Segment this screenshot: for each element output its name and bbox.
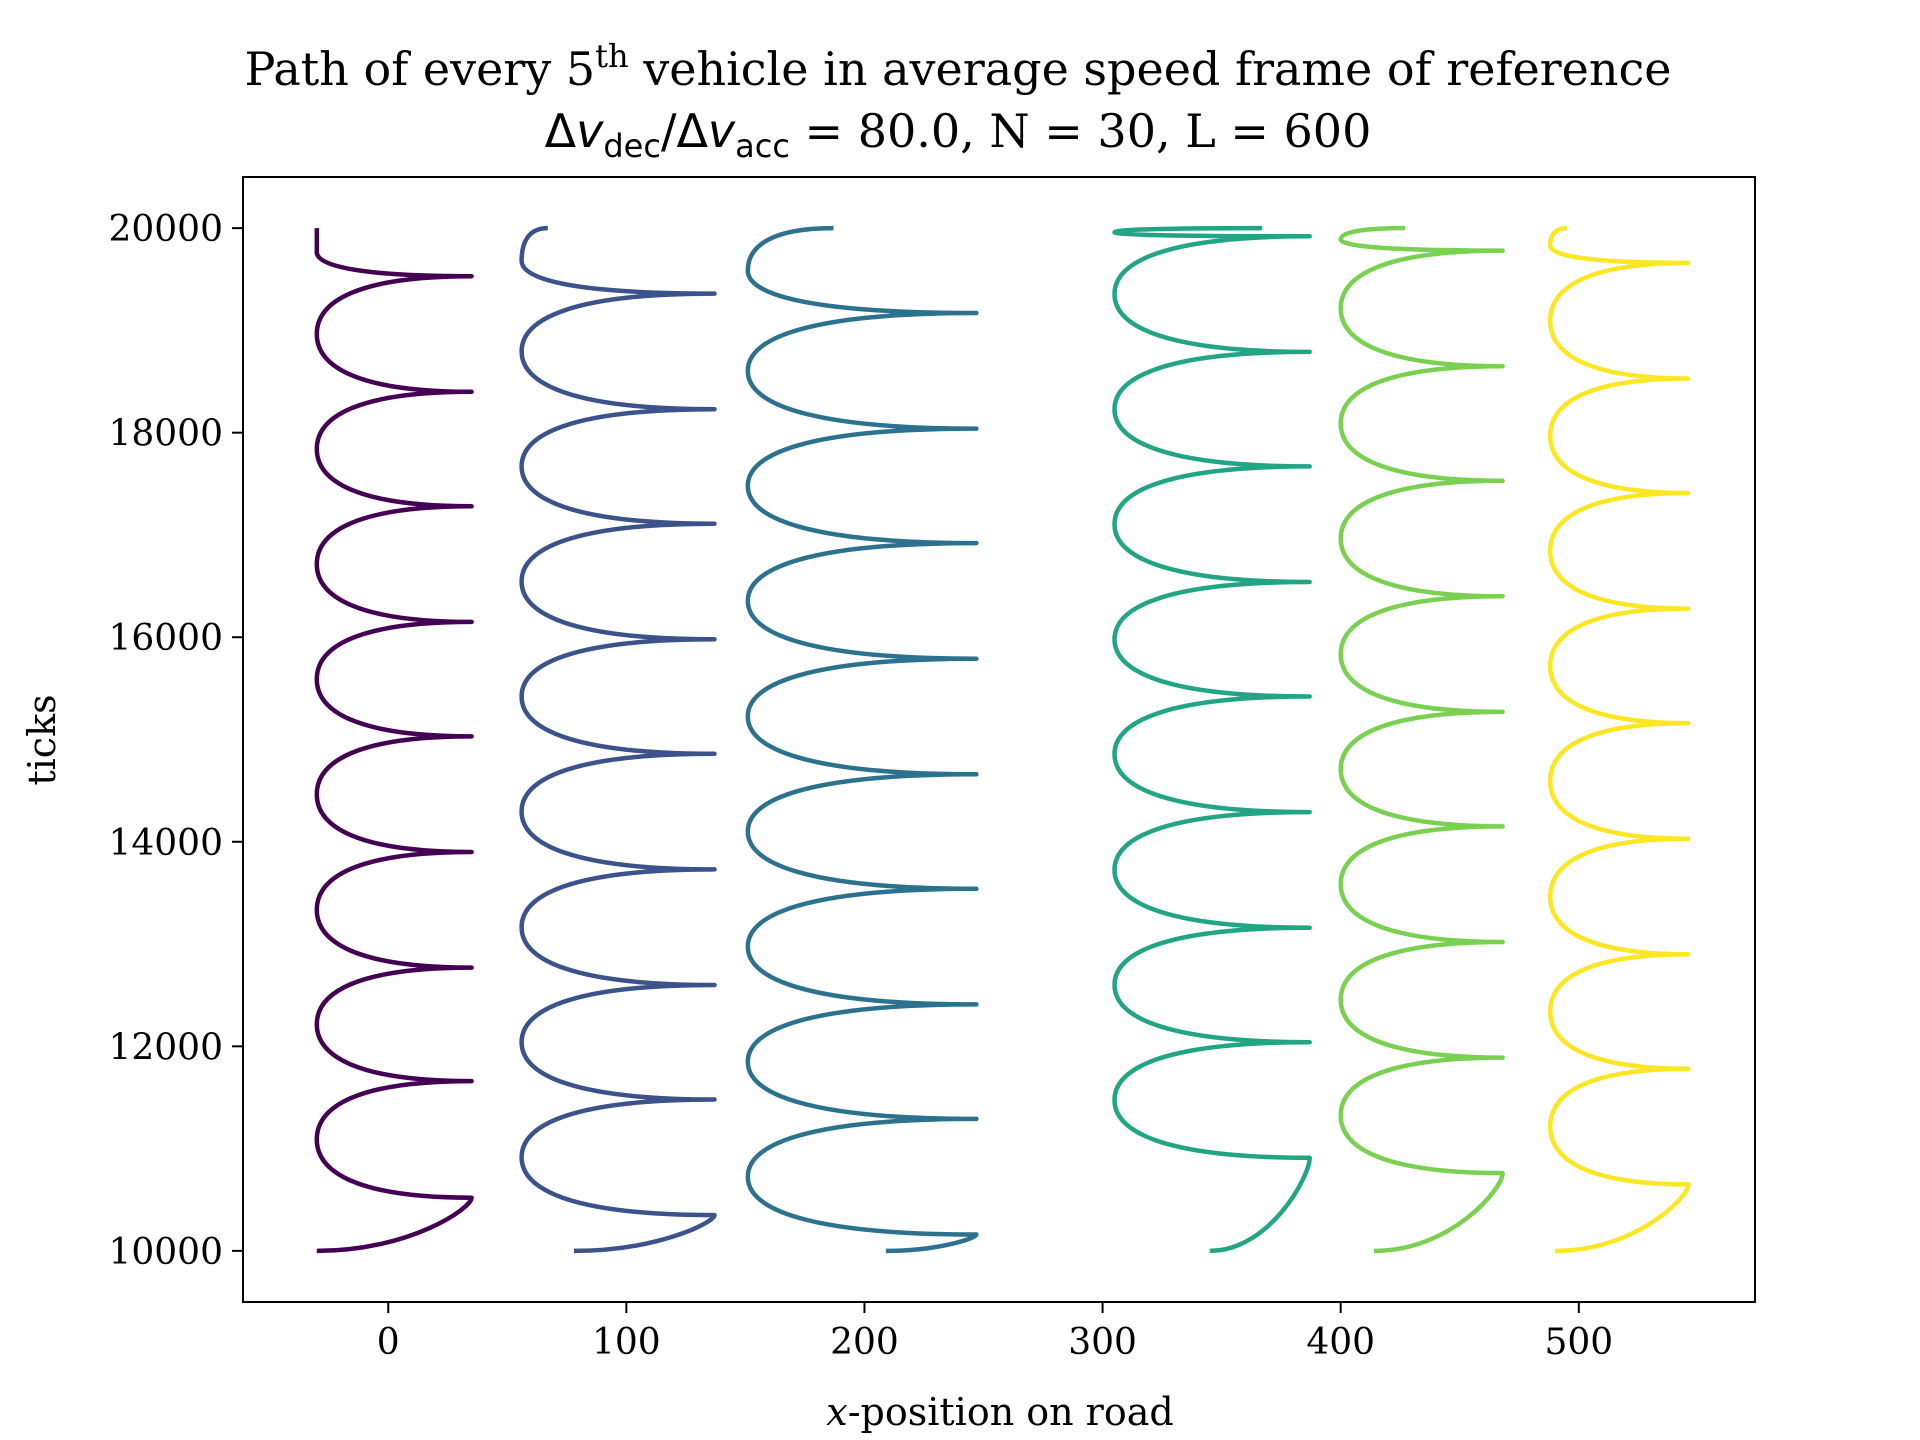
- series-line-1: [314, 228, 474, 1254]
- x-tick-label: 300: [1068, 1322, 1137, 1363]
- x-tick-label: 100: [592, 1322, 661, 1363]
- title-line2-sub-acc: acc: [735, 127, 790, 165]
- title-line1-post: vehicle in average speed frame of refere…: [629, 42, 1672, 96]
- title-line1-pre: Path of every 5: [244, 42, 595, 96]
- x-axis: 0 100 200 300 400 500: [377, 1302, 1613, 1363]
- x-axis-label-italic: x: [826, 1390, 847, 1434]
- series-line-3: [745, 225, 979, 1254]
- y-tick-label: 14000: [108, 823, 223, 864]
- y-axis-label: ticks: [20, 694, 64, 785]
- title-line2-slash: /: [661, 104, 677, 158]
- y-tick-label: 10000: [108, 1232, 223, 1273]
- title-line1-sup: th: [595, 37, 628, 75]
- series-line-6: [1547, 225, 1691, 1254]
- chart-title-line1: Path of every 5th vehicle in average spe…: [244, 37, 1671, 96]
- title-line2-sub-dec: dec: [603, 127, 661, 165]
- series-line-5: [1338, 225, 1505, 1254]
- x-axis-label: x-position on road: [826, 1390, 1173, 1434]
- title-line2-v-dec: v: [576, 104, 604, 158]
- title-line2-rest: = 80.0, N = 30, L = 600: [790, 104, 1371, 158]
- series-layer: [314, 225, 1691, 1254]
- y-tick-label: 16000: [108, 618, 223, 659]
- x-tick-label: 500: [1544, 1322, 1613, 1363]
- plot-frame: [242, 176, 1756, 1303]
- x-tick-label: 400: [1306, 1322, 1375, 1363]
- y-tick-label: 12000: [108, 1027, 223, 1068]
- title-line2-delta2: Δ: [676, 104, 708, 158]
- x-axis-label-rest: -position on road: [848, 1390, 1174, 1434]
- chart-title-line2: Δvdec/Δvacc = 80.0, N = 30, L = 600: [545, 104, 1372, 165]
- series-line-2: [519, 225, 717, 1254]
- title-line2-delta: Δ: [545, 104, 577, 158]
- series-line-4: [1112, 225, 1312, 1254]
- y-axis: 10000 12000 14000 16000 18000 20000: [108, 209, 243, 1273]
- y-tick-label: 20000: [108, 209, 223, 250]
- x-tick-label: 0: [377, 1322, 400, 1363]
- title-line2-v-acc: v: [708, 104, 736, 158]
- x-tick-label: 200: [830, 1322, 899, 1363]
- y-tick-label: 18000: [108, 414, 223, 455]
